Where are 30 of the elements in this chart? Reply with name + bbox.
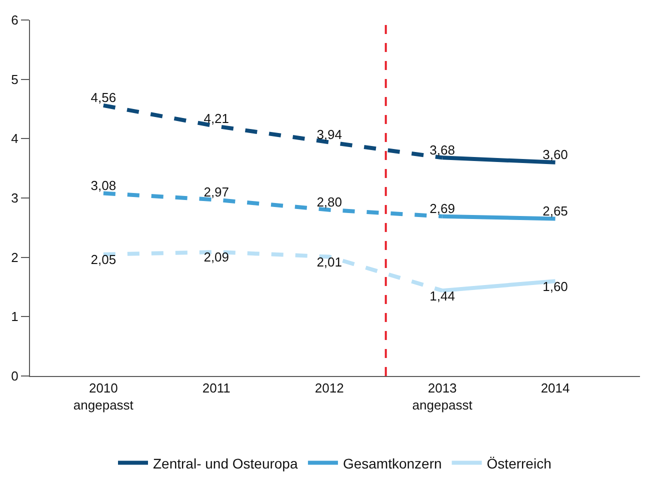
y-tick-label: 6	[11, 12, 18, 28]
legend-label: Zentral- und Osteuropa	[153, 455, 298, 472]
data-label: 2,05	[90, 252, 116, 268]
data-label: 2,97	[204, 184, 230, 200]
data-label: 2,01	[316, 254, 342, 270]
y-tick-label: 0	[11, 368, 18, 384]
data-label: 2,09	[204, 250, 230, 265]
data-label: 2,69	[430, 201, 455, 216]
x-tick-label: 2014	[540, 380, 570, 396]
data-label: 2,80	[316, 194, 342, 210]
data-label: 4,21	[204, 110, 230, 126]
data-label: 3,94	[316, 126, 342, 142]
y-tick-label: 4	[11, 131, 18, 146]
x-tick-label: 2010 angepasst	[73, 380, 134, 412]
y-tick-label: 3	[11, 190, 18, 206]
data-label: 3,68	[430, 142, 455, 158]
data-label: 2,65	[542, 204, 568, 219]
y-tick-label: 1	[11, 309, 18, 324]
x-tick-label: 2012	[314, 380, 344, 396]
x-tick-label: 2013 angepasst	[412, 380, 473, 412]
y-tick-label: 5	[11, 72, 18, 87]
data-label: 1,60	[542, 278, 568, 294]
data-label: 1,44	[430, 288, 455, 304]
x-tick-label: 2011	[202, 380, 230, 396]
y-tick-label: 2	[11, 250, 18, 265]
legend-label: Gesamtkonzern	[342, 455, 442, 472]
legend-label: Österreich	[486, 455, 552, 472]
data-label: 3,08	[90, 178, 116, 193]
data-label: 4,56	[90, 90, 116, 106]
data-label: 3,60	[542, 147, 568, 162]
